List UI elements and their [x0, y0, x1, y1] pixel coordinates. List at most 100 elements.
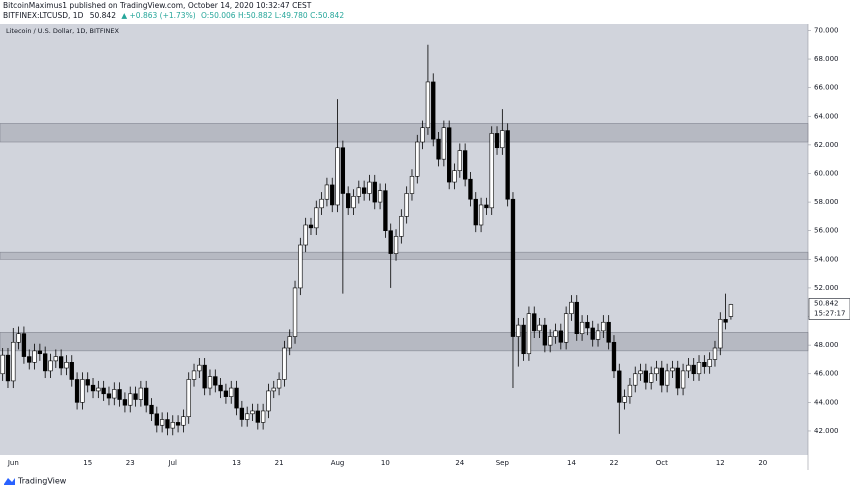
candle-body: [478, 204, 484, 226]
footer-logo: TradingView: [4, 477, 67, 486]
last: 50.842: [90, 11, 116, 20]
plot-area: [0, 24, 808, 455]
x-tick-label: Jun: [7, 459, 19, 467]
candle-body: [266, 390, 271, 412]
candle-body: [489, 133, 494, 209]
candle-body: [16, 333, 21, 343]
y-tick-label: 60.000: [814, 169, 839, 177]
candle-body: [191, 370, 197, 380]
candle-body: [691, 364, 696, 375]
candle-body: [447, 127, 452, 183]
candle-body: [723, 319, 728, 323]
candle-body: [69, 362, 74, 380]
candle-body: [223, 390, 229, 397]
candle-body: [165, 419, 170, 429]
x-tick-label: 22: [610, 459, 619, 467]
x-tick-label: 10: [381, 459, 390, 467]
candle-body: [643, 370, 649, 383]
x-tick-label: 14: [567, 459, 576, 467]
candle-body: [563, 313, 569, 343]
candle-body: [494, 133, 500, 149]
candle-body: [170, 422, 175, 429]
candle-body: [48, 360, 53, 372]
candle-body: [516, 324, 521, 337]
candle-body: [122, 399, 128, 406]
zone: [0, 123, 809, 143]
candle-body: [585, 321, 590, 329]
candle-body: [425, 81, 431, 129]
candle-body: [314, 207, 319, 229]
candle-body: [664, 370, 670, 386]
candle-body: [319, 198, 324, 209]
y-tick-label: 56.000: [814, 227, 839, 235]
candle-body: [431, 81, 436, 140]
candle-body: [197, 364, 202, 372]
x-tick-label: 21: [275, 459, 284, 467]
zone: [0, 251, 809, 260]
candle-body: [468, 178, 473, 200]
candle-body: [367, 181, 372, 194]
y-tick-label: 58.000: [814, 198, 839, 206]
x-tick-label: Sep: [496, 459, 510, 467]
candle-body: [138, 387, 144, 400]
candle-body: [154, 413, 159, 426]
change: ▲ +0.863 (+1.73%): [121, 11, 195, 20]
candle-body: [659, 367, 664, 386]
y-tick-label: 66.000: [814, 84, 839, 92]
x-tick-label: Oct: [656, 459, 668, 467]
y-tick-label: 52.000: [814, 284, 839, 292]
candle-body: [569, 301, 574, 314]
y-tick-label: 42.000: [814, 427, 839, 435]
candle-body: [680, 370, 686, 389]
candle-body: [627, 384, 633, 397]
candle-body: [462, 150, 468, 180]
candle-body: [330, 184, 335, 206]
candle-body: [638, 370, 643, 375]
candle-body: [5, 354, 11, 382]
candle-body: [675, 367, 680, 389]
candle-body: [473, 198, 478, 226]
candle-body: [282, 347, 287, 380]
x-tick-label: Aug: [331, 459, 345, 467]
candle-body: [537, 324, 542, 332]
chart-title: Litecoin / U.S. Dollar, 1D, BITFINEX: [6, 27, 119, 35]
y-tick-label: 44.000: [814, 398, 839, 406]
candle-body: [159, 419, 165, 426]
x-tick-label: 24: [455, 459, 464, 467]
candle-body: [117, 389, 122, 400]
candle-body: [718, 319, 723, 349]
candle-body: [521, 324, 526, 355]
candle-body: [250, 410, 255, 415]
candle-body: [728, 304, 734, 317]
candle-body: [207, 376, 213, 389]
candle-body: [404, 193, 409, 217]
candle-body: [696, 362, 702, 375]
candle-body: [393, 236, 399, 254]
candle-body: [85, 379, 90, 386]
candle-body: [96, 387, 101, 392]
symbol: BITFINEX:LTCUSD, 1D: [3, 11, 84, 20]
candle-body: [90, 384, 96, 392]
x-tick-label: 12: [716, 459, 725, 467]
y-tick-label: 48.000: [814, 341, 839, 349]
y-tick-label: 54.000: [814, 255, 839, 263]
candle-body: [484, 204, 489, 209]
candle-body: [149, 404, 154, 415]
candle-body: [457, 150, 462, 171]
candle-body: [707, 359, 712, 367]
candle-body: [112, 389, 117, 399]
candle-body: [340, 147, 346, 194]
candle-body: [43, 353, 48, 372]
candle-body: [611, 341, 617, 372]
candle-body: [548, 336, 553, 346]
candle-body: [532, 313, 537, 332]
candle-body: [292, 287, 298, 337]
candle-body: [324, 184, 330, 200]
candle-body: [303, 224, 308, 246]
candle-body: [356, 187, 361, 197]
candle-body: [441, 127, 447, 160]
candle-body: [202, 364, 207, 389]
candle-body: [213, 376, 218, 386]
candle-body: [622, 396, 627, 403]
